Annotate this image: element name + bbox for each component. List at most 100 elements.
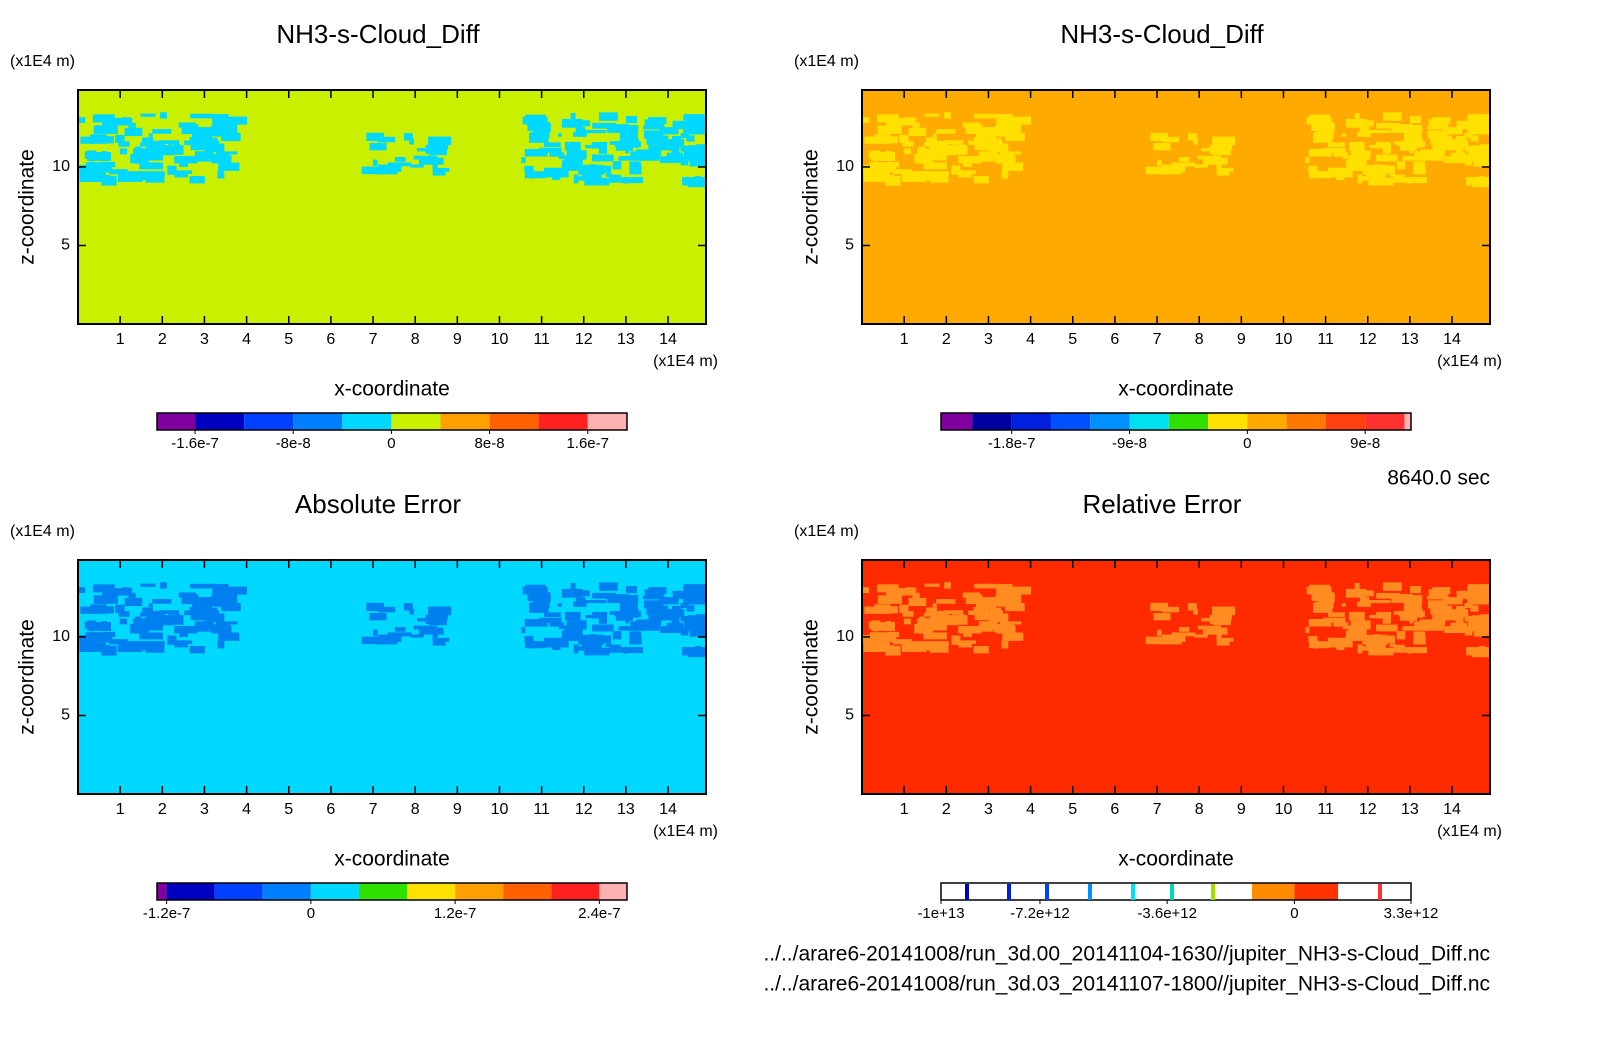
field-patch (978, 151, 998, 159)
field-patch (139, 162, 163, 170)
field-patch (394, 156, 406, 162)
field-patch (425, 614, 439, 624)
field-patch (204, 143, 225, 152)
field-patch (202, 126, 227, 137)
field-patch (1171, 162, 1196, 167)
field-patch (592, 624, 614, 632)
field-patch (1161, 136, 1180, 143)
colorbar-line (1131, 884, 1135, 900)
field-patch (190, 113, 215, 119)
field-patch (1308, 618, 1332, 627)
colorbar-segment (166, 883, 215, 900)
panel: NH3-s-Cloud_Diff(x1E4 m)1 2 3 4 5 6 7 8 9 10 11 12 1… (794, 19, 1502, 452)
panel: NH3-s-Cloud_Diff(x1E4 m)1 2 3 4 5 6 7 8 9 10 11 12 1… (10, 19, 718, 452)
field-patch (680, 603, 689, 608)
field-patch (944, 582, 951, 589)
field-patch (999, 151, 1022, 155)
field-patch (646, 605, 669, 615)
plot-frame (77, 559, 707, 795)
field-patch (190, 614, 214, 621)
colorbar-segment (551, 883, 600, 900)
field-patch (618, 627, 633, 631)
field-patch (539, 617, 562, 623)
field-patch (869, 632, 894, 641)
y-tick-label: 10 (836, 158, 854, 175)
field-patch (369, 612, 387, 621)
colorbar-segment (1286, 413, 1326, 430)
colorbar-segment (214, 883, 263, 900)
field-patch (1197, 155, 1222, 160)
field-patch (139, 142, 165, 147)
field-patch (115, 134, 125, 143)
field-patch (106, 588, 132, 596)
file-path: ../../arare6-20141008/run_3d.03_20141107… (763, 973, 1490, 996)
field-patch (143, 641, 165, 647)
field-patch (1160, 639, 1182, 645)
field-patch (1464, 626, 1473, 636)
field-patch (1470, 605, 1479, 612)
field-patch (221, 132, 241, 142)
field-patch (1308, 641, 1330, 649)
field-patch (1376, 624, 1398, 632)
field-patch (660, 139, 682, 147)
field-patch (629, 131, 638, 141)
field-patch (581, 639, 602, 650)
field-patch (573, 131, 587, 137)
field-patch (159, 610, 180, 614)
field-patch (204, 613, 225, 622)
x-tick-label: 10 (491, 801, 509, 818)
colorbar-segment (599, 883, 627, 900)
field-patch (1156, 159, 1162, 166)
field-patch (968, 610, 991, 616)
field-pattern (862, 112, 1490, 188)
x-tick-label: 4 (242, 801, 251, 818)
field-patch (1464, 603, 1473, 608)
field-patch (927, 171, 949, 177)
field-patch (1430, 620, 1446, 626)
field-patch (1414, 151, 1428, 159)
field-patch (1348, 141, 1365, 151)
field-patch (212, 584, 229, 589)
field-patch (1405, 647, 1428, 654)
field-patch (899, 117, 917, 122)
field-patch (564, 611, 581, 621)
field-patch (366, 132, 385, 141)
field-patch (958, 173, 972, 178)
field-patch (142, 607, 154, 613)
field-patch (1396, 595, 1423, 603)
field-patch (973, 646, 989, 654)
field-patch (528, 132, 549, 143)
field-patch (361, 636, 382, 645)
field-patch (403, 133, 413, 141)
field-patch (1342, 625, 1361, 630)
y-unit: (x1E4 m) (10, 53, 75, 70)
field-patch (646, 620, 662, 626)
field-patch (1002, 632, 1024, 641)
field-patch (1466, 177, 1490, 186)
colorbar-segment (1251, 883, 1295, 900)
field-patch (413, 155, 438, 160)
field-patch (871, 622, 895, 631)
field-patch (1357, 601, 1371, 607)
field-patch (167, 635, 177, 645)
field-patch (1368, 647, 1394, 656)
field-patch (685, 155, 706, 159)
field-patch (1387, 165, 1396, 174)
field-patch (178, 592, 197, 598)
field-patch (926, 607, 938, 613)
colorbar-tick-label: -1.6e-7 (171, 435, 219, 452)
field-patch (558, 155, 577, 160)
field-patch (1409, 116, 1421, 124)
field-patch (686, 130, 706, 135)
field-patch (863, 172, 881, 182)
field-patch (923, 162, 947, 170)
field-patch (160, 582, 167, 589)
colorbar-segment (1338, 883, 1411, 900)
field-patch (899, 587, 917, 592)
field-patch (629, 161, 642, 167)
field-patch (1450, 152, 1468, 163)
field-patch (1409, 586, 1421, 594)
field-patch (1327, 612, 1345, 618)
field-patch (1348, 611, 1365, 621)
field-patch (221, 602, 241, 612)
